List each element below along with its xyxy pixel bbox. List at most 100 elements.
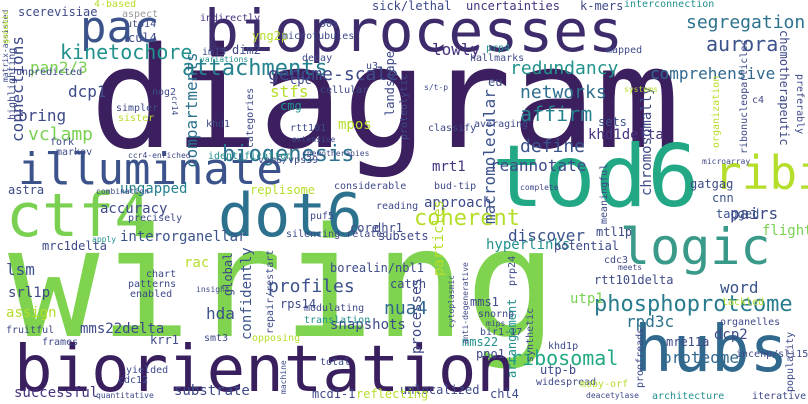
word-phosphoproteome: phosphoproteome [594,292,793,317]
word-opposing: opposing [252,333,301,344]
word-ribosomal: ribosomal [510,346,619,370]
word-organization: organization [711,75,722,148]
word-variations: variations [200,55,249,64]
word-krr1: krr1 [150,333,179,347]
word-chemotherapeutic: chemotherapeutic [777,30,791,146]
word-bud-tip: bud-tip [434,181,477,192]
word-profiles: profiles [268,276,355,297]
word-sister: sister [118,113,155,124]
word-identification: identification [208,151,293,162]
word-cellular: cellular [320,85,369,96]
word-borealin-nbl1: borealin/nbl1 [330,261,424,275]
word-classify: classify [428,123,477,134]
word-gatgag: gatgag [690,177,734,191]
word-sick-lethal: sick/lethal [372,0,452,13]
word-k-mers: k-mers [580,0,624,13]
word-meaningful: meaningful [599,163,610,224]
word-modulating: modulating [304,303,365,314]
word-ribi: ribi [714,146,808,200]
word-microtubules: microtubules [282,31,355,42]
word-pac: pac [80,2,160,53]
word-pairs: pairs [730,204,779,223]
word-rtt101delta: rtt101delta [594,273,674,287]
word-snapshots: snapshots [330,317,406,333]
word-utp1: utp1 [570,291,604,307]
word-total: total [320,357,351,368]
word-nog2: nog2 [152,87,177,98]
word-precisely: precisely [128,213,183,224]
word-dcp1: dcp1 [68,82,107,101]
word-simpler: simpler [116,103,159,114]
word-catch: catch [390,277,427,291]
word-kinetochore: kinetochore [60,40,193,64]
word-approach: approach [424,195,492,211]
word-affirm: affirm [520,102,593,126]
word-hda: hda [206,304,235,323]
word-utp14: utp14 [126,19,157,30]
word-markov: markov [56,147,93,158]
word-stfs: stfs [270,82,309,101]
word-utp-b: utp-b [540,363,577,377]
word-rac: rac [184,255,210,271]
word-mrt1: mrt1 [432,159,466,175]
word-prp4: prp4 [486,43,511,54]
word-khd1p: khd1p [548,341,579,352]
word-cpc: cpc [290,73,312,87]
word-attachments: attachments [182,56,328,81]
word-cytoplasmic: cytoplasmic [447,275,456,328]
word-mcd1-1: mcd1-1 [312,387,356,401]
word-reading: reading [376,201,419,212]
word-vclamp: vclamp [28,124,94,145]
word-anti-degenerative: anti-degenerative [461,262,470,344]
word-biorientation: biorientation [14,333,515,404]
word-genome-scale: genome-scale [268,64,399,85]
word-complete: complete [520,183,559,192]
word-assign: assign [6,305,57,321]
word-meets: meets [618,263,643,272]
word-translation: translation [304,315,371,326]
word-chart: chart [146,269,177,280]
word-bir1-17: bir1-17 [480,327,523,338]
word-tagged: tagged [716,207,760,221]
word-wiring: wiring [8,195,558,372]
word-srl1p: srl1p [8,285,51,301]
word-proteome: proteome [662,348,740,367]
word-4-based: 4-based [94,0,137,10]
word-lsm: lsm [6,260,35,279]
word-global: global [221,252,235,296]
word-architecture: architecture [652,391,725,402]
word-u3: u3 [366,61,379,72]
word-aurora: aurora [706,32,779,56]
word-90s: 90s [320,19,339,30]
word-redundancy: redundancy [510,58,619,79]
word-khd1: khd1 [206,119,231,130]
word-bring: bring [18,106,67,125]
word-successful: successful [14,385,99,401]
word-reannotate: reannotate [490,156,587,175]
word-interconnection: interconnection [624,0,715,10]
word-ungapped: ungapped [120,181,188,197]
word-rps14: rps14 [280,297,317,311]
word-yng2p: yng2p [252,29,289,43]
word-flight: flight [762,223,808,239]
word-tod6: tod6 [492,127,700,227]
word-unpredicted: unpredicted [16,67,83,78]
word-mapped: mapped [606,45,643,56]
word-mrc1delta: mrc1delta [42,239,108,253]
word-enabled: enabled [130,289,173,300]
word-chl4: chl4 [490,387,519,401]
word-aspect: aspect [122,9,159,20]
word-chemotherapies: chemotherapies [302,149,370,158]
word-cnn: cnn [712,191,734,205]
word-prp24: prp24 [507,255,518,286]
word-hallmarks: hallmarks [470,53,525,64]
word-dot6: dot6 [218,181,363,251]
word-replisome: replisome [250,183,316,197]
word-chromosomally: chromosomally [639,86,655,196]
word-substrate: substrate [174,383,250,399]
word-define: define [520,136,586,157]
word-rpd3c: rpd3c [626,312,675,331]
word-particles: particles [431,200,447,276]
word-s-t-p: s/t-p [424,83,449,92]
